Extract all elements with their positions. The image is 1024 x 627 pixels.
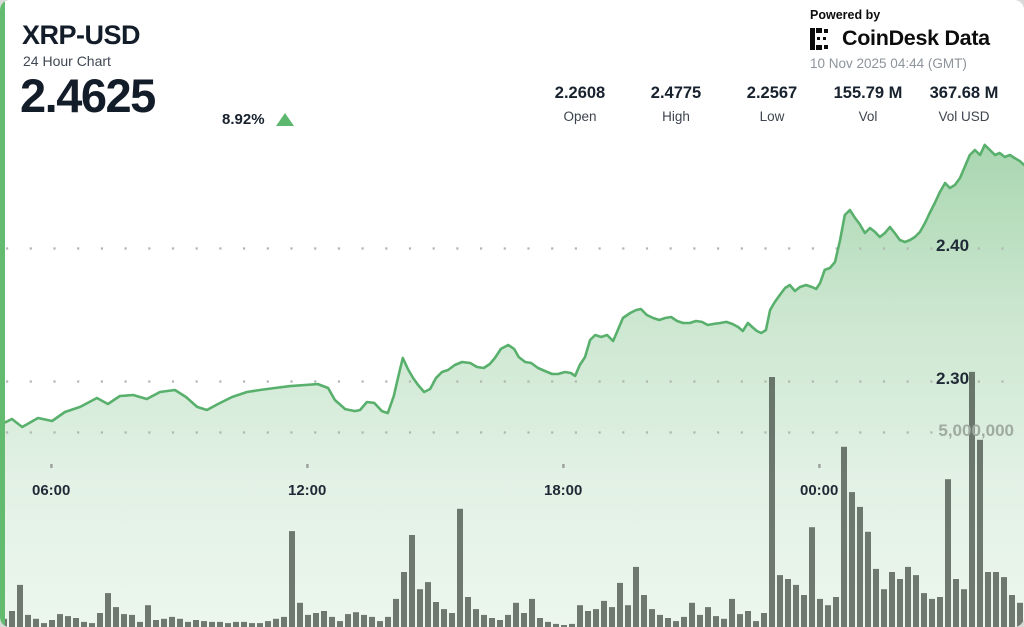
stat-low-value: 2.2567 xyxy=(746,84,798,102)
stat-vol-usd: 367.68 M Vol USD xyxy=(916,84,1012,124)
volume-gridline-label-5m: 5,000,000 xyxy=(938,421,1014,440)
stat-high: 2.4775 High xyxy=(628,84,724,124)
time-axis-label-0000: 00:00 xyxy=(800,482,839,499)
coindesk-brand-text: CoinDesk Data xyxy=(842,26,990,50)
stat-vol-value: 155.79 M xyxy=(833,84,903,102)
powered-by-block: Powered by CoinDesk Data 10 Nov 2025 04:… xyxy=(810,8,990,71)
price-area-fill xyxy=(0,144,1024,627)
chart-subtitle: 24 Hour Chart xyxy=(23,53,111,69)
change-percent: 8.92% xyxy=(222,111,265,128)
stat-vol: 155.79 M Vol xyxy=(820,84,916,124)
stat-high-label: High xyxy=(662,109,690,124)
stat-open: 2.2608 Open xyxy=(532,84,628,124)
coindesk-logo-icon xyxy=(810,27,828,50)
price-gridline-label-230: 2.30 xyxy=(936,369,970,388)
chart-timestamp: 10 Nov 2025 04:44 (GMT) xyxy=(810,56,967,71)
time-axis-label-0600: 06:00 xyxy=(32,482,71,499)
stat-open-value: 2.2608 xyxy=(554,84,606,102)
powered-by-label: Powered by xyxy=(810,8,881,22)
volume-bars xyxy=(1,371,1023,627)
ohlc-stats-row: 2.2608 Open 2.4775 High 2.2567 Low 155.7… xyxy=(532,84,1012,124)
left-accent-stripe xyxy=(0,0,5,627)
time-axis-label-1800: 18:00 xyxy=(544,482,583,499)
stat-high-value: 2.4775 xyxy=(650,84,702,102)
time-axis-label-1200: 12:00 xyxy=(288,482,327,499)
stat-low: 2.2567 Low xyxy=(724,84,820,124)
stat-vol-usd-label: Vol USD xyxy=(938,109,990,124)
current-price: 2.4625 xyxy=(20,69,156,122)
page-title-symbol: XRP-USD xyxy=(22,20,141,50)
price-gridline-label-240: 2.40 xyxy=(936,236,970,255)
stat-vol-label: Vol xyxy=(858,109,878,124)
time-axis-tick-dots xyxy=(50,464,821,468)
up-arrow-icon xyxy=(276,113,294,126)
stat-low-label: Low xyxy=(759,109,785,124)
stat-vol-usd-value: 367.68 M xyxy=(929,84,999,102)
stat-open-label: Open xyxy=(563,109,597,124)
price-line xyxy=(0,143,1024,429)
